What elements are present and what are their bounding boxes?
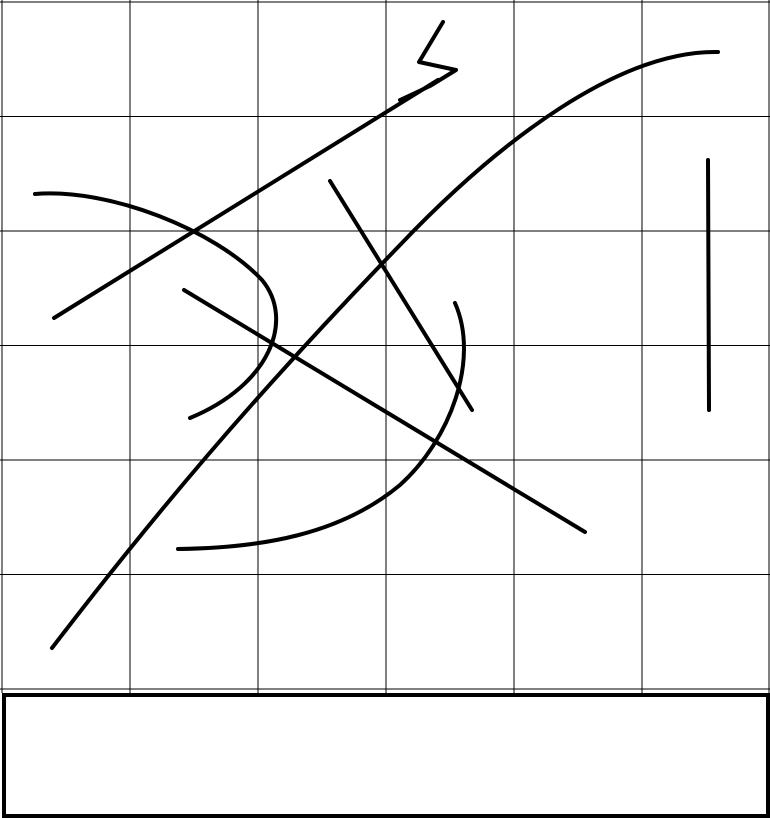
answer-box[interactable] [2, 693, 770, 818]
stroke-vertical-right [706, 158, 711, 412]
stroke-diagonal-lower [182, 288, 587, 534]
strokes [33, 20, 720, 650]
sketch-canvas[interactable] [0, 0, 770, 693]
stroke-diagonal-middle [328, 179, 474, 412]
stroke-diagonal-upper-left [52, 78, 440, 320]
stroke-left-arc [33, 191, 279, 420]
grid [0, 0, 770, 693]
stroke-long-curve [50, 49, 720, 650]
stroke-right-arc [176, 301, 466, 551]
